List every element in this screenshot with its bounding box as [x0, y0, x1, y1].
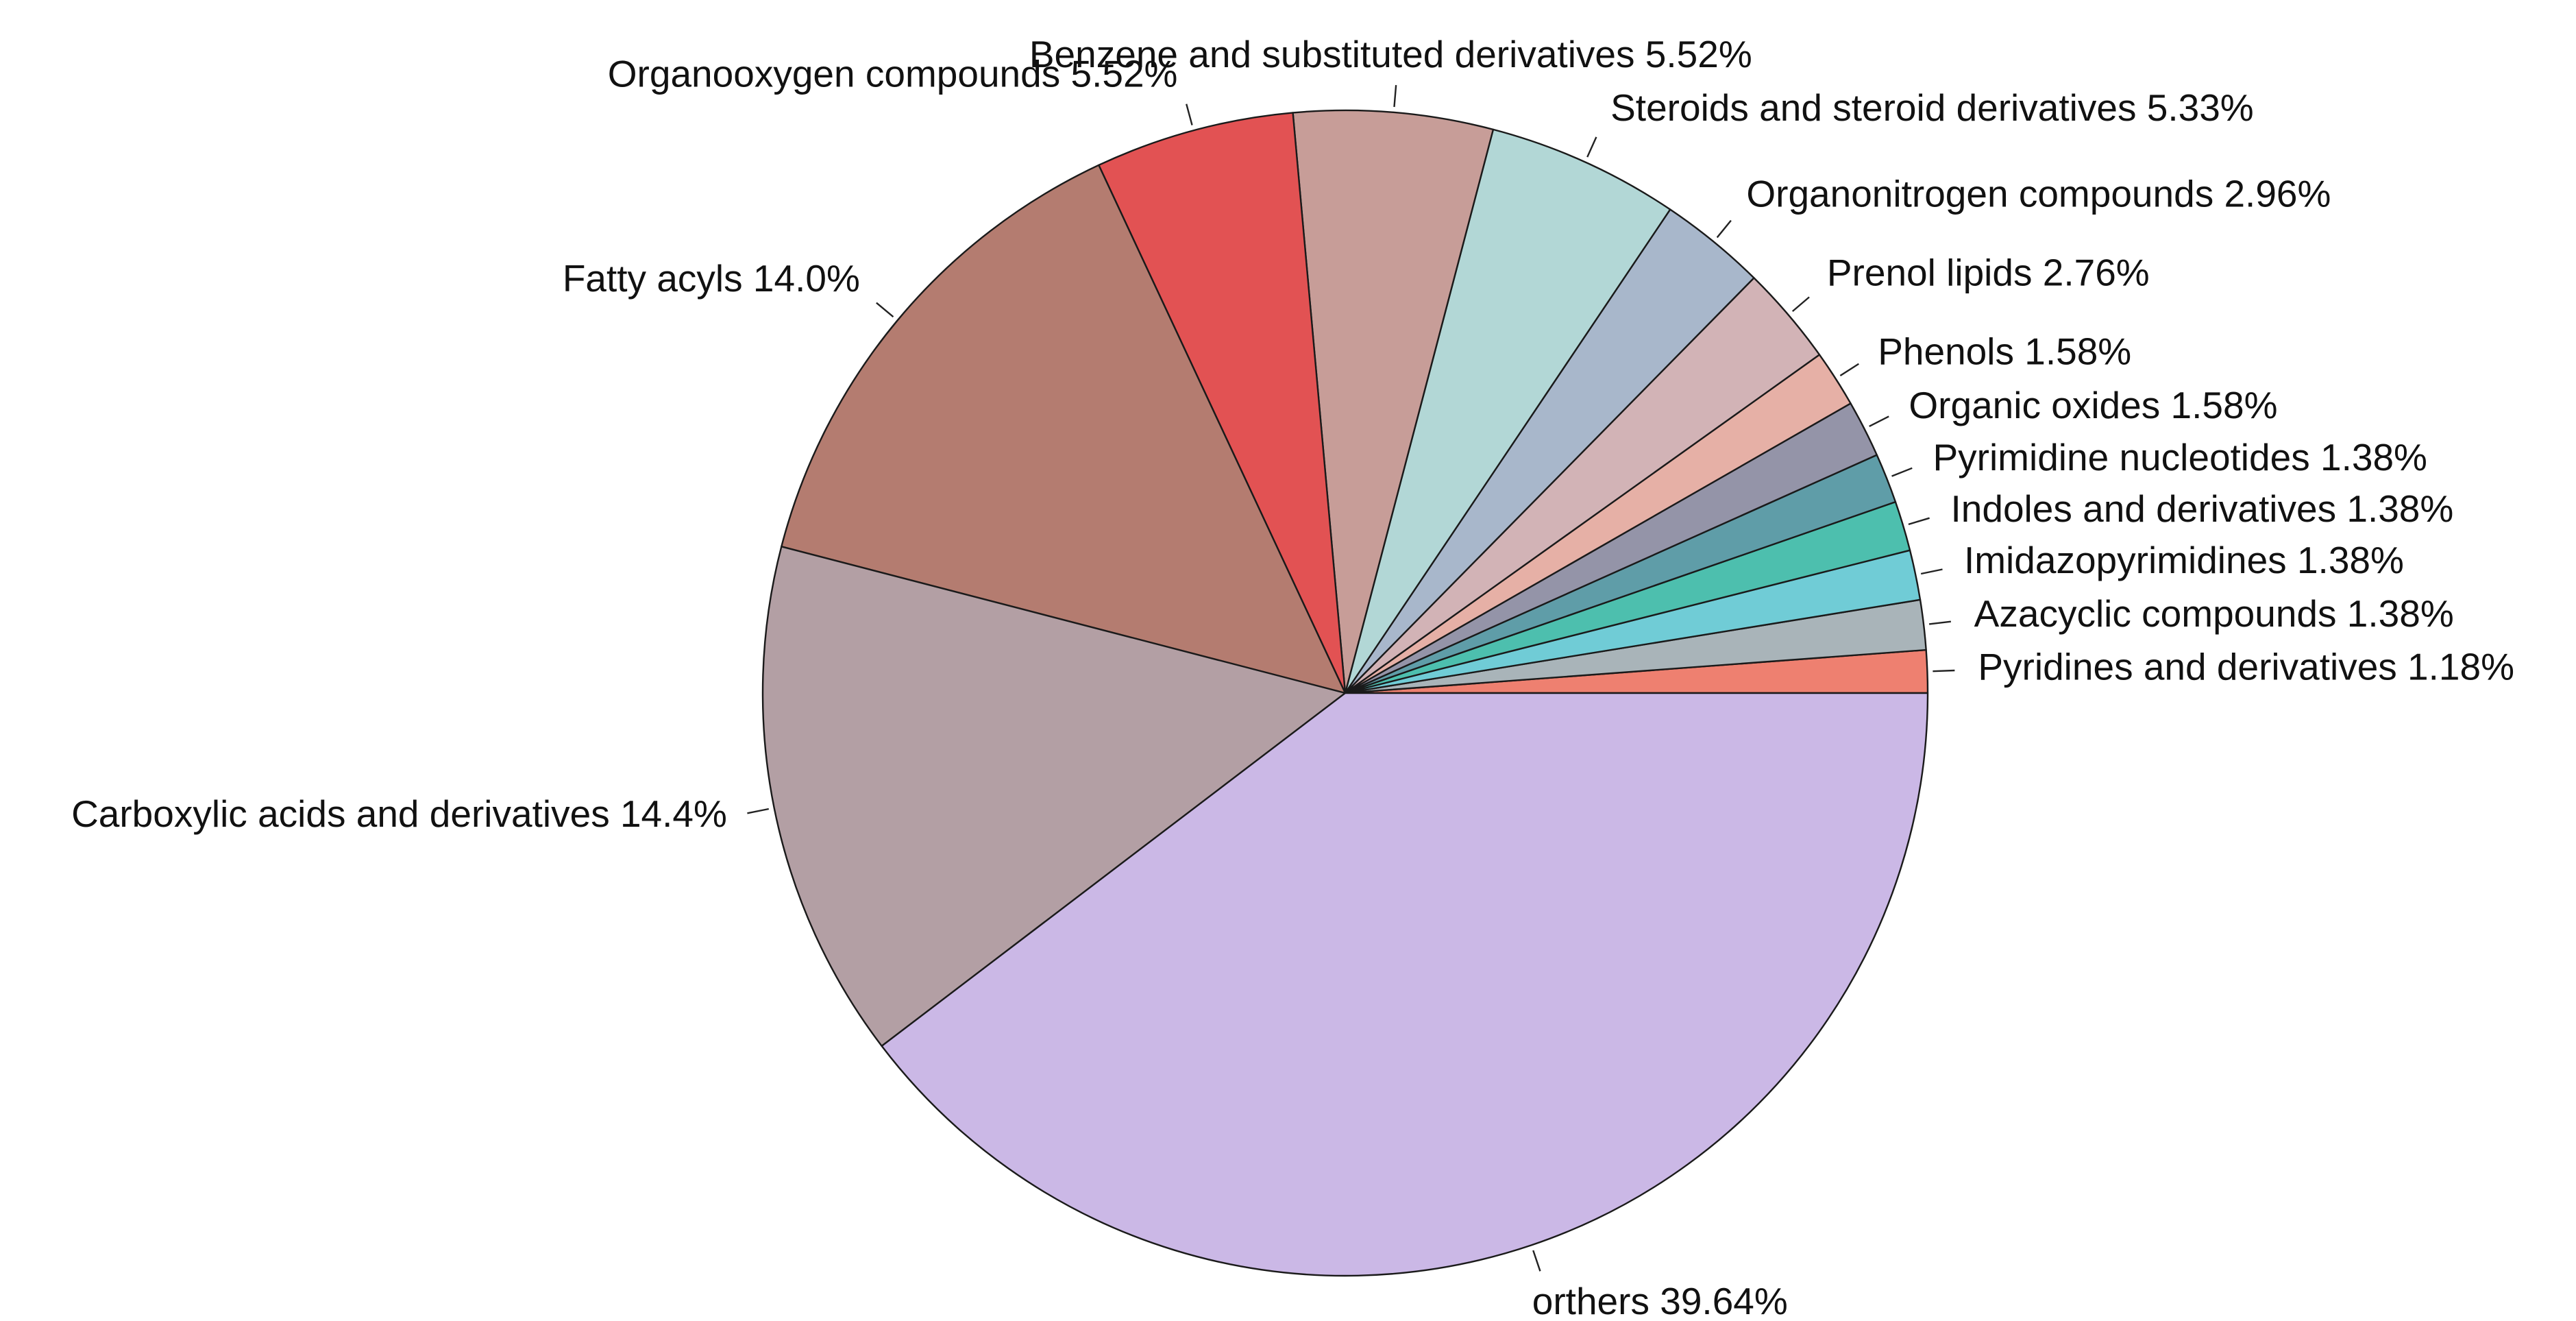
- pie-label-organonitrogen-compounds: Organonitrogen compounds 2.96%: [1746, 173, 2331, 215]
- pie-label-prenol-lipids: Prenol lipids 2.76%: [1827, 251, 2150, 293]
- leader-line-imidazopyrimidines: [1921, 570, 1942, 574]
- pie-label-phenols: Phenols 1.58%: [1878, 330, 2131, 372]
- pie-chart-svg: Pyridines and derivatives 1.18% Azacyclic…: [0, 0, 2576, 1321]
- pie-label-organooxygen-compounds: Organooxygen compounds 5.52%: [608, 53, 1178, 95]
- leader-line-organooxygen-compounds: [1186, 104, 1192, 125]
- leader-line-carboxylic-acids-and-derivatives: [747, 809, 768, 813]
- leader-line-orthers: [1533, 1250, 1540, 1271]
- pie-label-pyridines-and-derivatives: Pyridines and derivatives 1.18%: [1978, 646, 2514, 688]
- pie-label-imidazopyrimidines: Imidazopyrimidines 1.38%: [1964, 539, 2404, 581]
- pie-label-fatty-acyls: Fatty acyls 14.0%: [563, 257, 860, 300]
- pie-chart: Pyridines and derivatives 1.18% Azacyclic…: [0, 0, 2576, 1321]
- leader-line-organonitrogen-compounds: [1717, 221, 1731, 238]
- leader-line-indoles-and-derivatives: [1909, 518, 1930, 524]
- pie-label-azacyclic-compounds: Azacyclic compounds 1.38%: [1974, 592, 2454, 635]
- leader-line-phenols: [1840, 364, 1859, 376]
- leader-line-fatty-acyls: [876, 303, 894, 317]
- leader-line-pyridines-and-derivatives: [1933, 670, 1954, 671]
- leader-line-benzene-and-substituted-derivatives: [1394, 85, 1396, 107]
- leader-line-organic-oxides: [1869, 416, 1889, 426]
- pie-label-pyrimidine-nucleotides: Pyrimidine nucleotides 1.38%: [1933, 436, 2427, 478]
- leader-line-azacyclic-compounds: [1929, 622, 1951, 625]
- pie-label-orthers: orthers 39.64%: [1532, 1280, 1788, 1321]
- leader-line-prenol-lipids: [1793, 297, 1809, 311]
- leader-line-pyrimidine-nucleotides: [1892, 468, 1913, 476]
- pie-label-carboxylic-acids-and-derivatives: Carboxylic acids and derivatives 14.4%: [71, 792, 727, 835]
- leader-line-steroids-and-steroid-derivatives: [1587, 137, 1596, 157]
- pie-label-steroids-and-steroid-derivatives: Steroids and steroid derivatives 5.33%: [1610, 86, 2254, 129]
- pie-label-organic-oxides: Organic oxides 1.58%: [1909, 384, 2277, 426]
- pie-slices: [763, 110, 1928, 1276]
- pie-label-indoles-and-derivatives: Indoles and derivatives 1.38%: [1951, 487, 2454, 530]
